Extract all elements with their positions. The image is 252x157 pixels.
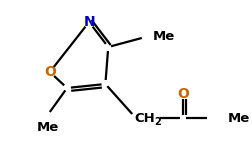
Text: CH: CH [134, 113, 154, 125]
Text: O: O [176, 87, 188, 101]
Text: N: N [83, 15, 94, 29]
Text: Me: Me [152, 30, 174, 43]
Text: O: O [44, 65, 55, 79]
Text: Me: Me [37, 121, 59, 134]
Text: Me: Me [227, 113, 249, 125]
Text: 2: 2 [154, 117, 160, 127]
